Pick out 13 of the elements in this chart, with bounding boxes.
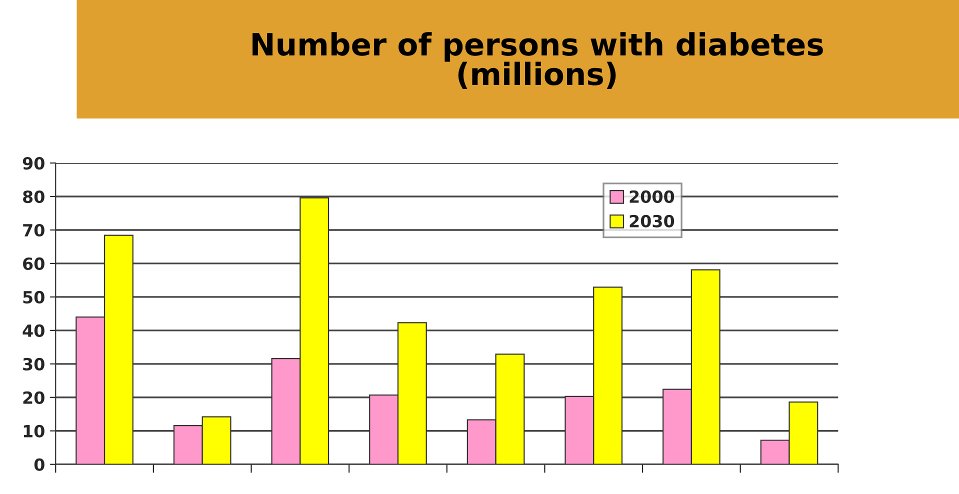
- y-tick-label: 40: [22, 324, 44, 337]
- y-tick-label: 60: [23, 257, 44, 270]
- y-tick-label: 50: [23, 290, 44, 304]
- y-tick-label: 90: [22, 156, 44, 170]
- y-tick-label: 20: [23, 391, 44, 404]
- y-tick-label: 10: [24, 424, 44, 438]
- legend-label: 2000: [630, 190, 674, 203]
- y-tick-label: 80: [23, 190, 44, 204]
- y-tick-label: 30: [23, 358, 44, 370]
- legend-label: 2030: [630, 214, 674, 228]
- y-tick-label: 70: [23, 224, 44, 237]
- y-tick-label: 0: [34, 458, 44, 471]
- chart-title: Number of persons with diabetes (millions): [252, 32, 823, 89]
